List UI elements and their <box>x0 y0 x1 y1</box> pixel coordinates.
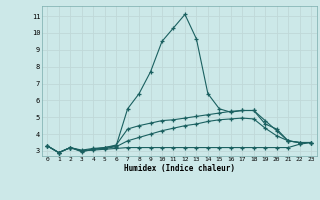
X-axis label: Humidex (Indice chaleur): Humidex (Indice chaleur) <box>124 164 235 173</box>
